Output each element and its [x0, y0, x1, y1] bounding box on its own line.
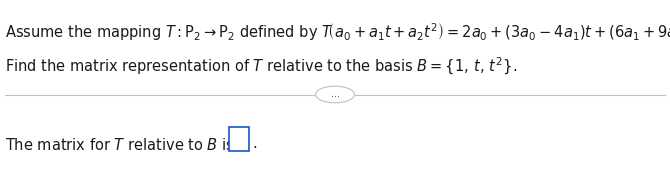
Text: Find the matrix representation of $T$ relative to the basis $B = \left\{1,\, t,\: Find the matrix representation of $T$ re…	[5, 56, 517, 77]
Text: $\cdots$: $\cdots$	[330, 90, 340, 99]
Text: The matrix for $T$ relative to $B$ is: The matrix for $T$ relative to $B$ is	[5, 136, 235, 152]
Ellipse shape	[316, 86, 354, 103]
FancyBboxPatch shape	[229, 127, 249, 151]
Text: .: .	[252, 136, 257, 152]
Text: Assume the mapping $T : \mathrm{P}_2 \rightarrow \mathrm{P}_2$ defined by $T\!\l: Assume the mapping $T : \mathrm{P}_2 \ri…	[5, 21, 670, 43]
